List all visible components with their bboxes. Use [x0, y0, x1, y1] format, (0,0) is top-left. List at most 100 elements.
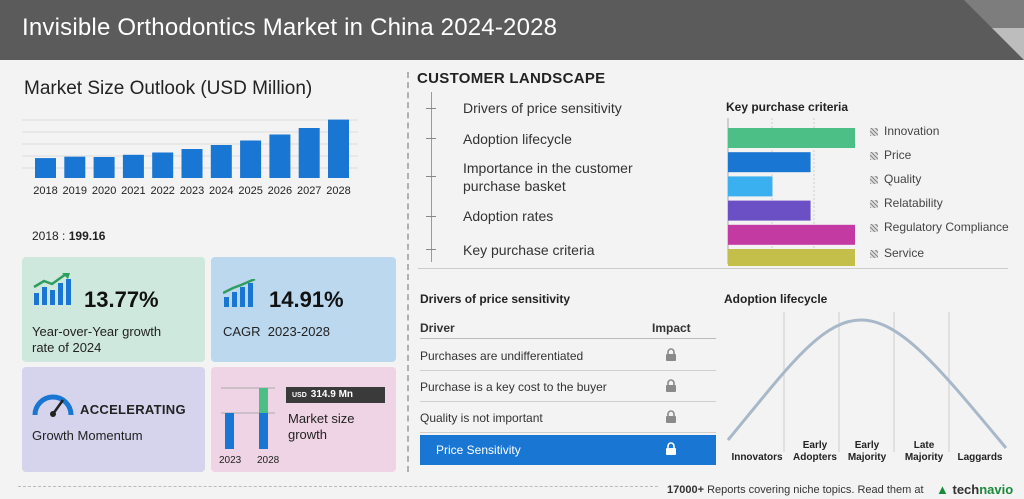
cagr-label: CAGR 2023-2028 [223, 324, 330, 339]
kpc-legend-item: Relatability [870, 196, 943, 210]
growth-chart-icon [33, 273, 71, 305]
size-growth-mini-chart [221, 387, 275, 449]
market-size-title: Market Size Outlook (USD Million) [24, 78, 313, 99]
size-label: Market size growth [288, 411, 355, 442]
kpc-legend-item: Regulatory Compliance [870, 220, 1009, 234]
size-unit: USD [292, 392, 307, 399]
chart-tick-labels: 2018 2019 2020 2021 2022 2023 2024 2025 2026 2027… [33, 185, 350, 197]
technavio-logo[interactable]: ▲ technavio [936, 482, 1014, 497]
kpc-bar-price [728, 152, 811, 173]
legend-swatch [870, 249, 878, 258]
momentum-value: ACCELERATING [80, 402, 186, 417]
bar-2023 [181, 149, 203, 178]
kpc-bar-innovation [728, 128, 855, 148]
landscape-item: Drivers of price sensitivity [463, 100, 622, 116]
impact-column-header: Impact [652, 321, 691, 335]
yoy-value: 13.77% [84, 287, 159, 312]
header-banner: Invisible Orthodontics Market in China 2… [0, 0, 1024, 60]
base-value: 199.16 [68, 229, 106, 243]
base-year: 2018 [32, 229, 59, 243]
horizontal-divider [418, 268, 1008, 269]
driver-label: Quality is not important [420, 411, 543, 425]
tick-label: 2024 [209, 185, 233, 197]
logo-part-b: navio [979, 482, 1014, 497]
size-value-badge: USD 314.9 Mn [286, 387, 385, 403]
bar-2024 [210, 145, 232, 178]
yoy-card: 13.77% Year-over-Year growth rate of 202… [22, 257, 205, 362]
report-count: 17000+ [667, 484, 705, 496]
stage-label: Innovators [731, 452, 783, 463]
kpc-legend-item: Quality [870, 172, 921, 186]
size-end-year: 2028 [257, 455, 280, 466]
driver-column-header: Driver [420, 321, 455, 335]
adoption-lifecycle-curve [726, 312, 1008, 452]
driver-row: Purchase is a key cost to the buyer [420, 372, 716, 402]
kpc-bar-relatability [728, 200, 811, 221]
kpc-legend-item: Innovation [870, 124, 939, 138]
footer-caption: Reports covering niche topics. Read them… [704, 484, 927, 496]
landscape-item: Importance in the customer purchase bask… [463, 160, 633, 194]
header-corner-accent [992, 28, 1024, 60]
legend-label: Quality [884, 172, 922, 186]
legend-label: Innovation [884, 124, 940, 138]
adoption-title: Adoption lifecycle [724, 292, 828, 306]
lock-icon [666, 348, 676, 361]
size-bar-2023 [225, 413, 234, 449]
drivers-title: Drivers of price sensitivity [420, 292, 571, 306]
legend-swatch [870, 223, 878, 232]
timeline-tick [426, 108, 436, 109]
bar-2027 [298, 128, 320, 178]
kpc-bar-quality [728, 176, 773, 197]
legend-label: Relatability [884, 196, 943, 210]
kpc-title: Key purchase criteria [726, 100, 849, 114]
driver-label: Purchase is a key cost to the buyer [420, 380, 607, 394]
cagr-chart-icon [223, 279, 256, 307]
bar-2020 [93, 157, 115, 178]
driver-label: Price Sensitivity [436, 443, 521, 457]
bar-2028 [328, 119, 349, 178]
driver-label: Purchases are undifferentiated [420, 349, 584, 363]
tick-label: 2026 [268, 185, 292, 197]
lifecycle-curve [726, 318, 1008, 449]
lock-icon [666, 442, 676, 455]
landscape-timeline [431, 92, 432, 262]
lock-icon [666, 379, 676, 392]
bar-2026 [269, 134, 291, 178]
tick-label: 2025 [238, 185, 262, 197]
tick-label: 2022 [150, 185, 174, 197]
section-divider [407, 72, 409, 472]
size-bar-2028-increment [259, 388, 268, 413]
legend-label: Service [884, 246, 925, 260]
lock-icon [666, 410, 676, 423]
landscape-item: Adoption rates [463, 208, 554, 224]
tick-label: 2027 [297, 185, 321, 197]
bar-2021 [122, 154, 144, 178]
kpc-legend-item: Price [870, 148, 911, 162]
legend-swatch [870, 175, 878, 184]
bar-2022 [152, 152, 174, 178]
market-size-growth-card: 2023 2028 USD 314.9 Mn Market size growth [211, 367, 396, 472]
kpc-bar-service [728, 249, 855, 266]
speedometer-icon [32, 394, 74, 417]
customer-landscape-title: CUSTOMER LANDSCAPE [417, 70, 606, 87]
driver-row: Purchases are undifferentiated [420, 341, 716, 371]
logo-part-a: tech [952, 482, 980, 497]
kpc-bar-chart [727, 118, 855, 266]
bar-2018 [35, 158, 56, 178]
size-value: 314.9 Mn [310, 389, 354, 400]
tick-label: 2018 [33, 185, 57, 197]
kpc-bars [728, 128, 855, 266]
legend-swatch [870, 151, 878, 160]
landscape-item: Adoption lifecycle [463, 131, 572, 147]
base-year-value: 2018 : 199.16 [32, 229, 105, 243]
page-title: Invisible Orthodontics Market in China 2… [22, 14, 558, 41]
stage-label: Early Majority [847, 440, 887, 463]
legend-label: Price [884, 148, 912, 162]
footer-text: 17000+ Reports covering niche topics. Re… [667, 484, 927, 496]
stage-label: Early Adopters [793, 440, 837, 463]
legend-swatch [870, 127, 878, 136]
size-start-year: 2023 [219, 455, 242, 466]
timeline-tick [426, 176, 436, 177]
tick-label: 2020 [92, 185, 116, 197]
legend-swatch [870, 199, 878, 208]
